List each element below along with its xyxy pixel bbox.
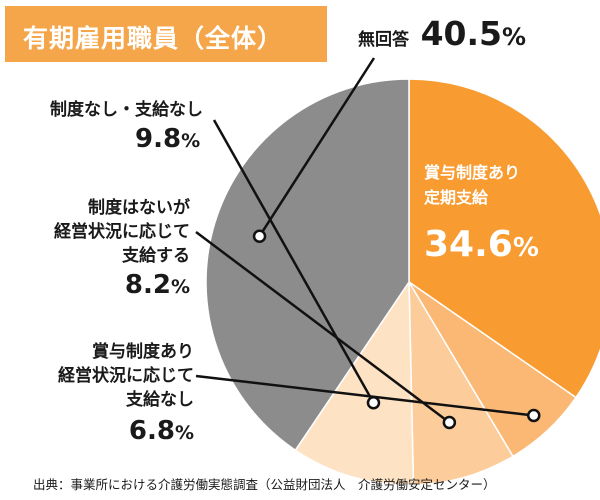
pie-slice-4	[205, 78, 410, 452]
label-bonus-conditional-no-pay-value: 6.8%	[44, 416, 194, 446]
label-no-system-conditional-pay-number: 8.2	[124, 270, 171, 300]
leader-dot-3	[526, 408, 541, 423]
pie-slice-0	[408, 78, 600, 399]
label-bonus-regular-pay-line2: 定期支給	[424, 188, 489, 207]
label-no-system-conditional-pay-line2: 経営状況に応じて	[54, 222, 190, 242]
label-bonus-regular-pay-value: 34.6%	[424, 224, 539, 265]
label-no-system-no-pay: 制度なし・支給なし 9.8%	[50, 98, 203, 154]
leader-line-1	[212, 119, 375, 404]
label-bonus-conditional-no-pay-unit: %	[174, 422, 194, 444]
label-bonus-regular-pay: 賞与制度あり 定期支給 34.6%	[424, 160, 539, 265]
label-no-system-no-pay-name: 制度なし・支給なし	[50, 100, 203, 120]
leader-dot-2	[442, 415, 457, 430]
label-no-system-conditional-pay-value: 8.2%	[46, 270, 190, 300]
source-note: 出典：事業所における介護労働実態調査（公益財団法人 介護労働安定センター）	[33, 477, 496, 492]
chart-title: 有期雇用職員（全体）	[23, 24, 284, 53]
pie-slices	[205, 78, 600, 486]
label-no-system-conditional-pay-line3: 支給する	[122, 246, 190, 266]
label-bonus-conditional-no-pay-line1: 賞与制度あり	[92, 342, 194, 362]
label-no-answer: 無回答 40.5%	[358, 14, 526, 53]
label-no-system-conditional-pay-unit: %	[170, 276, 190, 298]
pie-slice-3	[294, 279, 415, 486]
leader-line-2	[195, 231, 451, 424]
label-bonus-conditional-no-pay-line2: 経営状況に応じて	[58, 366, 194, 386]
leader-dot-1	[366, 395, 381, 410]
title-banner: 有期雇用職員（全体）	[5, 6, 327, 62]
label-no-system-no-pay-number: 9.8	[135, 124, 182, 154]
label-bonus-conditional-no-pay-number: 6.8	[128, 416, 175, 446]
label-no-answer-value: 40.5%	[421, 14, 526, 53]
label-no-answer-number: 40.5	[420, 14, 502, 53]
label-no-system-no-pay-value: 9.8%	[135, 124, 203, 154]
leader-line-3	[195, 374, 534, 417]
leader-line-0	[258, 57, 376, 237]
label-bonus-regular-pay-unit: %	[512, 233, 539, 263]
label-no-system-conditional-pay: 制度はないが 経営状況に応じて 支給する 8.2%	[46, 196, 190, 300]
pie-slice-2	[408, 279, 515, 486]
label-bonus-regular-pay-line1: 賞与制度あり	[424, 163, 521, 182]
leader-dot-0	[252, 229, 267, 243]
label-bonus-conditional-no-pay-line3: 支給なし	[126, 390, 194, 410]
label-no-system-no-pay-unit: %	[181, 130, 201, 152]
label-no-answer-unit: %	[502, 23, 527, 51]
leader-lines	[195, 57, 541, 430]
label-bonus-regular-pay-number: 34.6	[424, 224, 513, 265]
label-bonus-conditional-no-pay: 賞与制度あり 経営状況に応じて 支給なし 6.8%	[44, 340, 194, 446]
label-no-system-conditional-pay-line1: 制度はないが	[88, 198, 190, 218]
label-no-answer-name: 無回答	[358, 30, 409, 50]
